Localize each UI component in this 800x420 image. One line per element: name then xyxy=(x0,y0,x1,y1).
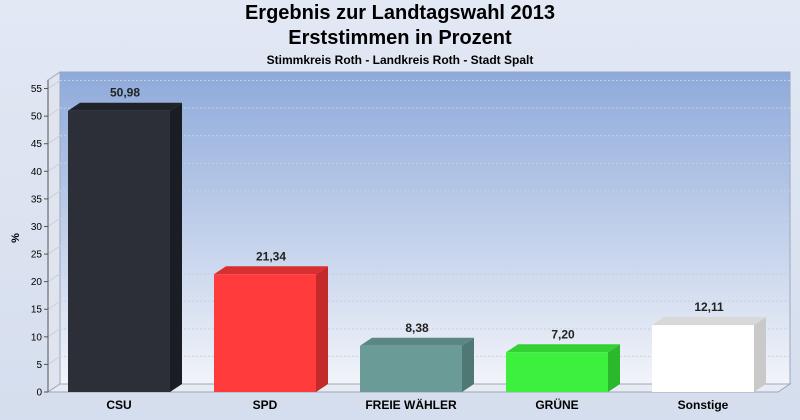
bar-front xyxy=(652,325,754,392)
gridline-wall xyxy=(47,245,61,255)
bar-sonstige xyxy=(652,317,766,392)
bar-side xyxy=(316,266,328,392)
bar-front xyxy=(214,274,316,392)
bar-side xyxy=(608,344,620,392)
bar-top xyxy=(506,344,620,353)
y-tick-label: 35 xyxy=(31,194,43,205)
gridline-wall xyxy=(47,328,61,338)
gridline-wall xyxy=(47,273,61,283)
chart-title: Ergebnis zur Landtagswahl 2013 xyxy=(244,2,556,24)
y-tick-label: 5 xyxy=(36,360,42,371)
bar-top xyxy=(652,317,766,326)
bar-top xyxy=(214,266,328,275)
y-tick-label: 55 xyxy=(31,84,43,95)
bar-side xyxy=(170,102,182,393)
gridline-wall xyxy=(47,190,61,200)
gridline-wall xyxy=(47,107,61,117)
gridline-wall xyxy=(47,355,61,365)
chart-title-line2: Erststimmen in Prozent xyxy=(288,27,512,49)
y-tick-label: 0 xyxy=(36,388,42,399)
gridline-wall xyxy=(47,135,61,145)
bar-front xyxy=(68,110,170,393)
x-tick-label: FREIE WÄHLER xyxy=(365,397,457,412)
data-label: 12,11 xyxy=(694,300,724,314)
y-tick-label: 50 xyxy=(31,112,43,123)
y-tick-label: 30 xyxy=(31,222,43,233)
bar-top xyxy=(68,102,182,111)
x-tick-label: CSU xyxy=(106,398,131,412)
y-tick-label: 25 xyxy=(31,250,43,261)
gridline-wall xyxy=(47,162,61,172)
x-tick-label: GRÜNE xyxy=(535,397,578,412)
y-tick-label: 20 xyxy=(31,277,43,288)
bar-side xyxy=(462,337,474,392)
y-tick-label: 10 xyxy=(31,332,43,343)
plot-left-wall xyxy=(47,71,61,393)
chart-subtitle: Stimmkreis Roth - Landkreis Roth - Stadt… xyxy=(266,53,534,67)
x-tick-label: SPD xyxy=(253,398,278,412)
bar-freie-wähler xyxy=(360,337,474,392)
bar-side xyxy=(754,317,766,392)
bar-spd xyxy=(214,266,328,392)
y-tick-label: 45 xyxy=(31,139,43,150)
gridline-wall xyxy=(47,300,61,310)
bar-grüne xyxy=(506,344,620,392)
bar-top xyxy=(360,337,474,346)
data-label: 21,34 xyxy=(256,249,286,263)
bar-front xyxy=(360,345,462,392)
y-tick-label: 15 xyxy=(31,305,43,316)
x-tick-label: Sonstige xyxy=(678,398,729,412)
gridline-wall xyxy=(47,218,61,227)
data-label: 7,20 xyxy=(551,327,575,341)
gridline-wall xyxy=(47,80,61,89)
bar-front xyxy=(506,352,608,392)
data-label: 50,98 xyxy=(110,86,140,100)
data-label: 8,38 xyxy=(405,321,429,335)
y-tick-label: 40 xyxy=(31,167,43,178)
bar-csu xyxy=(68,102,182,393)
